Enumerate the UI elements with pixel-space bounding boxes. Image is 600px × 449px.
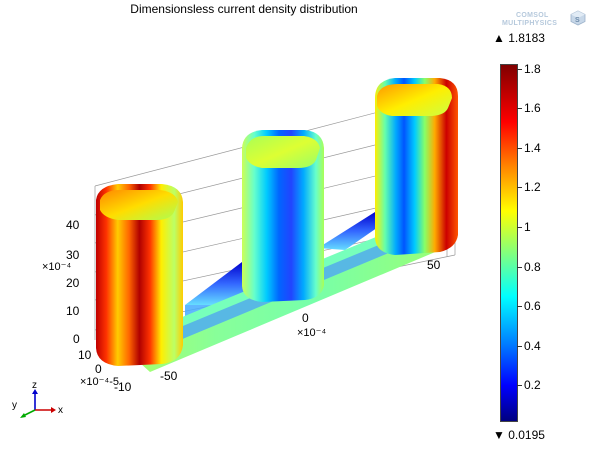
svg-text:S: S [575,17,580,24]
colorbar-tick-label: 1 [524,219,531,234]
colorbar-tick-label: 0.2 [524,378,541,393]
x-multiplier: ×10⁻⁴ [297,327,327,339]
colorbar-tick-label: 0.6 [524,299,541,314]
colorbar-tick-label: 1.4 [524,140,541,155]
y-multiplier: ×10⁻⁴-5 [80,376,119,388]
triad-z-label: z [32,380,37,391]
colorbar-tick [517,187,522,189]
colorbar-tick-label: 1.6 [524,101,541,116]
colorbar-tick-label: 1.2 [524,180,541,195]
y-tick-neg10: -10 [114,380,132,394]
triad-x-label: x [58,405,63,416]
colorbar-min-label: ▼ 0.0195 [493,428,545,442]
colorbar-tick [517,385,522,387]
colorbar-tick [517,345,522,347]
z-tick-10: 10 [66,304,80,318]
colorbar-tick [517,108,522,110]
comsol-logo: COMSOL MULTIPHYSICS S [502,10,592,32]
3d-plot-view[interactable] [0,20,490,390]
y-tick-10: 10 [78,348,92,362]
colorbar-max-label: ▲ 1.8183 [493,31,545,45]
logo-line2: MULTIPHYSICS [502,20,558,27]
colorbar-tick [517,68,522,70]
logo-cube-icon: S [570,10,586,26]
z-tick-20: 20 [66,276,80,290]
colorbar-tick [517,147,522,149]
plot-title: Dimensionsless current density distribut… [130,2,358,16]
colorbar [500,64,518,422]
triad-y-label: y [12,400,17,411]
y-tick-0: 0 [95,362,102,376]
z-multiplier: ×10⁻⁴ [42,261,72,273]
x-tick-0: 0 [302,311,309,325]
z-tick-30: 30 [66,248,80,262]
colorbar-tick [517,266,522,268]
colorbar-tick-label: 0.8 [524,259,541,274]
logo-line1: COMSOL [516,12,549,19]
x-tick-neg50: -50 [160,369,178,383]
colorbar-tick-label: 1.8 [524,61,541,76]
colorbar-tick-label: 0.4 [524,338,541,353]
axis-triad-icon: z x y [12,380,63,418]
z-tick-0: 0 [73,332,80,346]
colorbar-tick [517,306,522,308]
colorbar-tick [517,226,522,228]
x-tick-50: 50 [427,258,441,272]
z-tick-40: 40 [66,218,80,232]
